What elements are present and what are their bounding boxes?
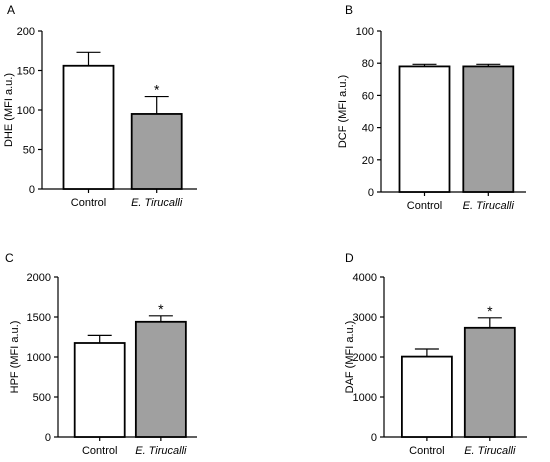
x-tick-label: E. Tirucalli bbox=[135, 445, 187, 457]
bar bbox=[462, 65, 515, 193]
y-tick-label: 3000 bbox=[353, 312, 377, 324]
x-tick-label: E. Tirucalli bbox=[131, 197, 183, 209]
x-tick-label: Control bbox=[71, 197, 106, 209]
x-tick-label: E. Tirucalli bbox=[463, 200, 515, 212]
panel-label: C bbox=[5, 251, 14, 265]
y-tick-label: 1500 bbox=[27, 312, 51, 324]
y-axis-label: DAF (MFI a.u.) bbox=[344, 321, 356, 394]
panel-a: A 0 50 100 150 200 DHE (MFI a.u.) Control * E. Ti… bbox=[3, 3, 197, 209]
y-axis-label: DCF (MFI a.u.) bbox=[337, 75, 349, 148]
y-tick-label: 1000 bbox=[353, 392, 377, 404]
x-tick-label: Control bbox=[82, 445, 117, 457]
significance-marker: * bbox=[158, 301, 164, 317]
x-tick-label: E. Tirucalli bbox=[464, 445, 516, 457]
y-tick-label: 4000 bbox=[353, 272, 377, 284]
x-tick-label: Control bbox=[409, 445, 444, 457]
y-tick-label: 200 bbox=[17, 26, 35, 38]
significance-marker: * bbox=[154, 82, 160, 98]
panel-b: B 0 20 40 60 80 100 DCF (MFI a.u.) Control E. Tir… bbox=[337, 3, 526, 212]
y-tick-label: 50 bbox=[23, 145, 35, 157]
panel-d: D 0 1000 2000 3000 4000 DAF (MFI a.u.) Control *… bbox=[344, 251, 527, 457]
y-tick-label: 100 bbox=[356, 26, 374, 38]
panel-label: A bbox=[7, 3, 15, 17]
bar bbox=[134, 320, 187, 438]
y-tick-label: 500 bbox=[33, 392, 51, 404]
bar bbox=[400, 355, 453, 438]
y-tick-label: 40 bbox=[362, 123, 374, 135]
significance-marker: * bbox=[487, 303, 493, 319]
y-tick-label: 2000 bbox=[353, 352, 377, 364]
bar bbox=[130, 113, 183, 190]
y-tick-label: 1000 bbox=[27, 352, 51, 364]
y-tick-label: 0 bbox=[29, 184, 35, 196]
y-tick-label: 0 bbox=[371, 432, 377, 444]
panel-label: B bbox=[345, 3, 353, 17]
y-axis-label: HPF (MFI a.u.) bbox=[9, 321, 21, 394]
bar bbox=[62, 64, 115, 190]
panel-c: C 0 500 1000 1500 2000 HPF (MFI a.u.) Control * E… bbox=[5, 251, 197, 457]
y-tick-label: 150 bbox=[17, 66, 35, 78]
panel-label: D bbox=[345, 251, 354, 265]
y-tick-label: 80 bbox=[362, 58, 374, 70]
y-tick-label: 60 bbox=[362, 90, 374, 102]
y-tick-label: 2000 bbox=[27, 272, 51, 284]
y-tick-label: 0 bbox=[45, 432, 51, 444]
y-axis-label: DHE (MFI a.u.) bbox=[3, 73, 15, 147]
y-tick-label: 0 bbox=[368, 187, 374, 199]
bar bbox=[398, 65, 451, 193]
x-tick-label: Control bbox=[407, 200, 442, 212]
bar bbox=[463, 326, 516, 438]
bar bbox=[73, 342, 126, 438]
y-tick-label: 20 bbox=[362, 155, 374, 167]
y-tick-label: 100 bbox=[17, 105, 35, 117]
